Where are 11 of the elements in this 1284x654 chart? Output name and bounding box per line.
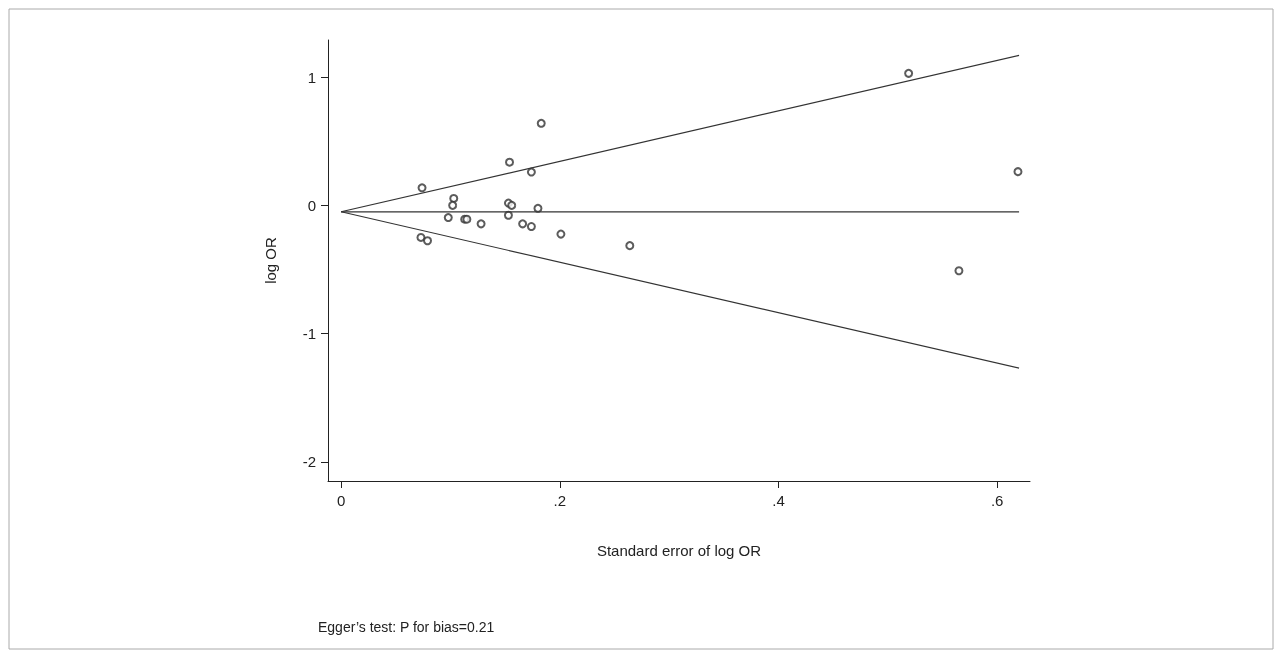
x-tick-label: .4 — [772, 492, 785, 509]
y-tick-label: 0 — [307, 196, 316, 214]
x-tick-label: .2 — [553, 492, 567, 509]
y-tick-label: 1 — [307, 68, 316, 86]
x-tick-label: 0 — [336, 492, 346, 509]
y-axis-title: log OR — [262, 236, 279, 284]
x-tick-label: .6 — [990, 492, 1004, 509]
text: Egger’s test: P for bias=0.21 — [318, 619, 495, 635]
y-tick-label: -1 — [302, 325, 316, 343]
y-tick-label: -2 — [302, 453, 316, 471]
x-axis-title: Standard error of log OR — [596, 542, 762, 559]
